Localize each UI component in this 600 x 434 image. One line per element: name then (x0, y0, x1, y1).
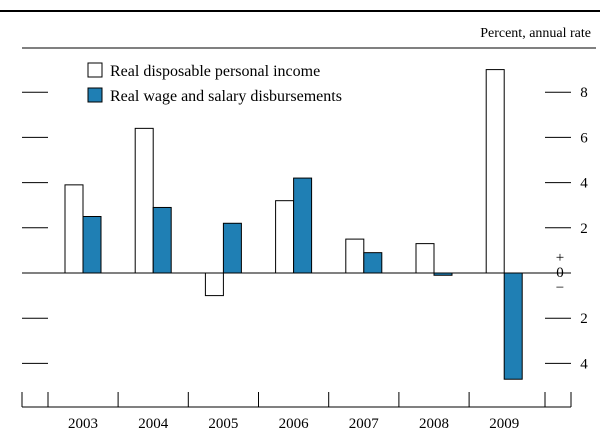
bar-income (345, 238, 365, 274)
y-tick-label: 4 (580, 356, 588, 372)
x-tick-label: 2005 (208, 416, 238, 432)
x-tick-label: 2007 (349, 416, 380, 432)
y-tick-label: 2 (580, 311, 588, 327)
unit-label: Percent, annual rate (480, 26, 591, 41)
bar-wages (222, 222, 242, 274)
y-tick-label: 4 (580, 176, 588, 192)
y-tick-label: 2 (580, 221, 588, 237)
bar-income (204, 272, 224, 297)
y-tick-label: 6 (580, 130, 588, 146)
x-axis: 2003 2004 2005 2006 2007 2008 2009 (21, 392, 572, 432)
x-tick-label: 2003 (68, 416, 98, 432)
bar-income (134, 127, 154, 274)
legend-label-income: Real disposable personal income (110, 63, 320, 80)
bar-wages (152, 206, 172, 274)
bar-wages (433, 272, 453, 276)
bar-income (64, 184, 84, 274)
bar-wages (503, 272, 523, 380)
bar-wages (293, 177, 313, 274)
bars (64, 69, 523, 380)
legend-swatch-income (87, 62, 103, 78)
bar-income (485, 69, 505, 274)
bar-wages (363, 252, 383, 274)
zero-plus-sign: + (556, 250, 564, 266)
x-tick-label: 2004 (138, 416, 169, 432)
legend-label-wages: Real wage and salary disbursements (110, 88, 342, 105)
x-tick-label: 2008 (419, 416, 449, 432)
legend-swatch-wages (87, 87, 103, 103)
zero-minus-sign: − (556, 280, 564, 296)
legend: Real disposable personal income Real wag… (87, 62, 342, 105)
bar-income (415, 243, 435, 274)
bar-wages (82, 216, 102, 274)
bar-income (275, 200, 295, 274)
x-tick-label: 2006 (279, 416, 310, 432)
y-tick-label: 8 (580, 85, 588, 101)
x-tick-label: 2009 (489, 416, 519, 432)
